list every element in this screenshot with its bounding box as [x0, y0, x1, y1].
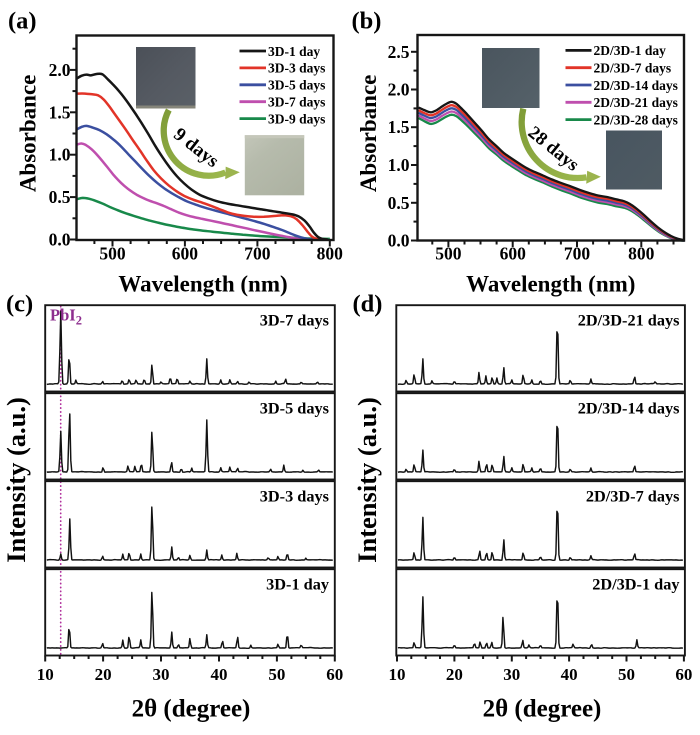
- svg-text:(c): (c): [6, 291, 33, 318]
- svg-text:0.0: 0.0: [49, 230, 71, 250]
- svg-text:0.0: 0.0: [388, 231, 410, 251]
- svg-text:800: 800: [317, 244, 344, 264]
- svg-text:Wavelength (nm): Wavelength (nm): [118, 272, 287, 297]
- svg-text:600: 600: [500, 244, 527, 264]
- svg-text:40: 40: [211, 665, 228, 684]
- svg-text:Wavelength (nm): Wavelength (nm): [466, 272, 635, 297]
- svg-text:60: 60: [326, 665, 343, 684]
- svg-text:Absorbance: Absorbance: [15, 75, 40, 193]
- svg-text:(a): (a): [8, 7, 37, 34]
- svg-text:2D/3D-21 days: 2D/3D-21 days: [594, 95, 678, 110]
- svg-text:2.0: 2.0: [388, 80, 410, 100]
- svg-text:2D/3D-7 days: 2D/3D-7 days: [594, 61, 672, 76]
- svg-text:2D/3D-28 days: 2D/3D-28 days: [594, 112, 678, 127]
- svg-text:50: 50: [268, 665, 285, 684]
- svg-text:0.5: 0.5: [388, 193, 410, 213]
- svg-text:3D-1 day: 3D-1 day: [268, 44, 320, 59]
- svg-text:2.5: 2.5: [388, 42, 410, 62]
- svg-text:1.0: 1.0: [49, 145, 71, 165]
- svg-text:2D/3D-21 days: 2D/3D-21 days: [578, 311, 680, 330]
- svg-text:Absorbance: Absorbance: [356, 75, 381, 193]
- svg-text:Intensity (a.u.): Intensity (a.u.): [1, 397, 31, 563]
- svg-text:3D-1 day: 3D-1 day: [266, 575, 329, 594]
- svg-text:(d): (d): [353, 291, 383, 318]
- svg-text:3D-5 days: 3D-5 days: [260, 399, 329, 418]
- svg-text:1.0: 1.0: [388, 155, 410, 175]
- svg-text:30: 30: [503, 665, 520, 684]
- svg-text:700: 700: [244, 244, 271, 264]
- svg-text:20: 20: [446, 665, 463, 684]
- svg-text:3D-7 days: 3D-7 days: [260, 311, 329, 330]
- svg-text:60: 60: [675, 665, 692, 684]
- svg-text:3D-5 days: 3D-5 days: [268, 78, 325, 93]
- svg-text:3D-7 days: 3D-7 days: [268, 95, 325, 110]
- svg-text:20: 20: [95, 665, 112, 684]
- svg-text:3D-3 days: 3D-3 days: [260, 487, 329, 506]
- svg-text:10: 10: [389, 665, 406, 684]
- svg-text:2D/3D-7 days: 2D/3D-7 days: [586, 487, 680, 506]
- svg-text:500: 500: [99, 244, 126, 264]
- svg-text:1.5: 1.5: [388, 117, 410, 137]
- svg-text:1.5: 1.5: [49, 102, 71, 122]
- svg-text:3D-3 days: 3D-3 days: [268, 61, 325, 76]
- svg-text:2D/3D-1 day: 2D/3D-1 day: [594, 43, 667, 58]
- svg-text:Intensity (a.u.): Intensity (a.u.): [352, 397, 382, 563]
- svg-text:0.5: 0.5: [49, 187, 71, 207]
- svg-text:2θ (degree): 2θ (degree): [132, 696, 251, 723]
- svg-text:3D-9 days: 3D-9 days: [268, 111, 325, 126]
- svg-text:600: 600: [172, 244, 199, 264]
- svg-text:10: 10: [37, 665, 54, 684]
- svg-text:500: 500: [435, 244, 462, 264]
- svg-text:40: 40: [561, 665, 578, 684]
- svg-text:2θ (degree): 2θ (degree): [483, 696, 602, 723]
- svg-text:2D/3D-14 days: 2D/3D-14 days: [578, 399, 680, 418]
- svg-text:700: 700: [564, 244, 591, 264]
- svg-text:30: 30: [153, 665, 170, 684]
- svg-text:(b): (b): [352, 7, 382, 34]
- svg-text:50: 50: [618, 665, 635, 684]
- svg-text:PbI2: PbI2: [50, 306, 82, 328]
- svg-text:2D/3D-1 day: 2D/3D-1 day: [592, 575, 679, 594]
- svg-text:2D/3D-14 days: 2D/3D-14 days: [594, 78, 678, 93]
- svg-text:800: 800: [628, 244, 655, 264]
- svg-text:2.0: 2.0: [49, 60, 71, 80]
